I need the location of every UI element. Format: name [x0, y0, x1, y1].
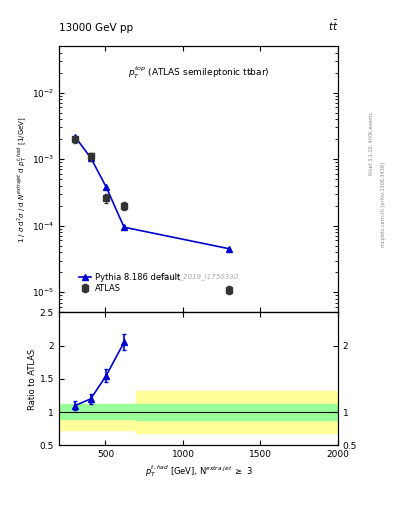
Pythia 8.186 default — [122, 224, 127, 230]
Text: mcplots.cern.ch [arXiv:1306.3436]: mcplots.cern.ch [arXiv:1306.3436] — [381, 162, 386, 247]
Pythia 8.186 default — [73, 134, 77, 140]
Y-axis label: Ratio to ATLAS: Ratio to ATLAS — [28, 348, 37, 410]
Pythia 8.186 default — [227, 246, 232, 252]
Y-axis label: 1 / $\sigma$ d$^2\sigma$ / d $N^{extrajet}$ d $p_T^{t,had}$ [1/GeV]: 1 / $\sigma$ d$^2\sigma$ / d $N^{extraje… — [16, 116, 29, 243]
Pythia 8.186 default — [104, 184, 108, 190]
Legend: Pythia 8.186 default, ATLAS: Pythia 8.186 default, ATLAS — [77, 271, 182, 295]
Text: Rivet 3.1.10, 400k events: Rivet 3.1.10, 400k events — [369, 112, 374, 175]
Text: t$\bar{t}$: t$\bar{t}$ — [327, 19, 338, 33]
Pythia 8.186 default — [88, 155, 93, 161]
X-axis label: $p_T^{t,had}$ [GeV], N$^{extra\ jet}$ $\geq$ 3: $p_T^{t,had}$ [GeV], N$^{extra\ jet}$ $\… — [145, 463, 252, 479]
Text: 13000 GeV pp: 13000 GeV pp — [59, 23, 133, 33]
Text: ATLAS_2019_I1750330: ATLAS_2019_I1750330 — [158, 273, 239, 281]
Line: Pythia 8.186 default: Pythia 8.186 default — [72, 134, 233, 252]
Text: $p_T^{top}$ (ATLAS semileptonic tt$\bar{}$bar): $p_T^{top}$ (ATLAS semileptonic tt$\bar{… — [128, 65, 269, 81]
